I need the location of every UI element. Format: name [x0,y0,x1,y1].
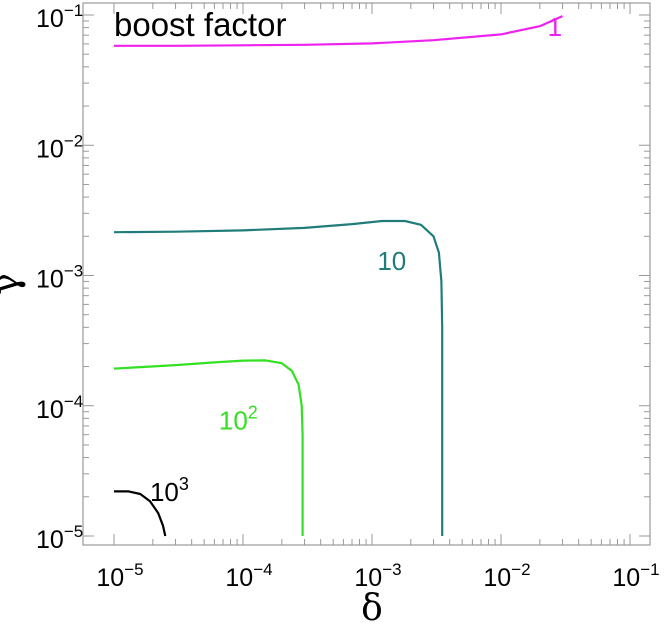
y-tick-labels: 10−5 10−4 10−3 10−2 10−1 [36,1,83,554]
y-tick-label: 10−4 [36,392,83,424]
contour-labels: 1 10 102 103 [150,12,562,507]
contour-line [113,219,444,536]
x-tick-labels: 10−5 10−4 10−3 10−2 10−1 [96,560,659,592]
y-tick-label: 10−2 [36,131,83,163]
y-tick-label: 10−1 [36,1,83,33]
x-tick-label: 10−1 [612,560,659,592]
x-tick-label: 10−5 [96,560,143,592]
contour-lines [113,15,563,537]
y-tick-label: 10−5 [36,522,83,554]
x-tick-label: 10−2 [483,560,530,592]
contour-label: 10 [377,246,406,276]
x-axis-label: δ [361,588,383,629]
contour-line [114,15,563,47]
x-tick-label: 10−3 [354,560,401,592]
y-tick-label: 10−3 [36,262,83,294]
contour-label: 1 [548,12,562,42]
contour-label: 102 [219,402,258,435]
plot-frame [82,2,651,546]
y-axis-label: γ [0,273,27,295]
contour-line [113,359,304,536]
x-tick-label: 10−4 [225,560,272,592]
chart-title: boost factor [114,6,286,43]
contour-label: 103 [150,474,189,507]
contour-line [114,490,167,537]
tick-marks [83,3,650,545]
